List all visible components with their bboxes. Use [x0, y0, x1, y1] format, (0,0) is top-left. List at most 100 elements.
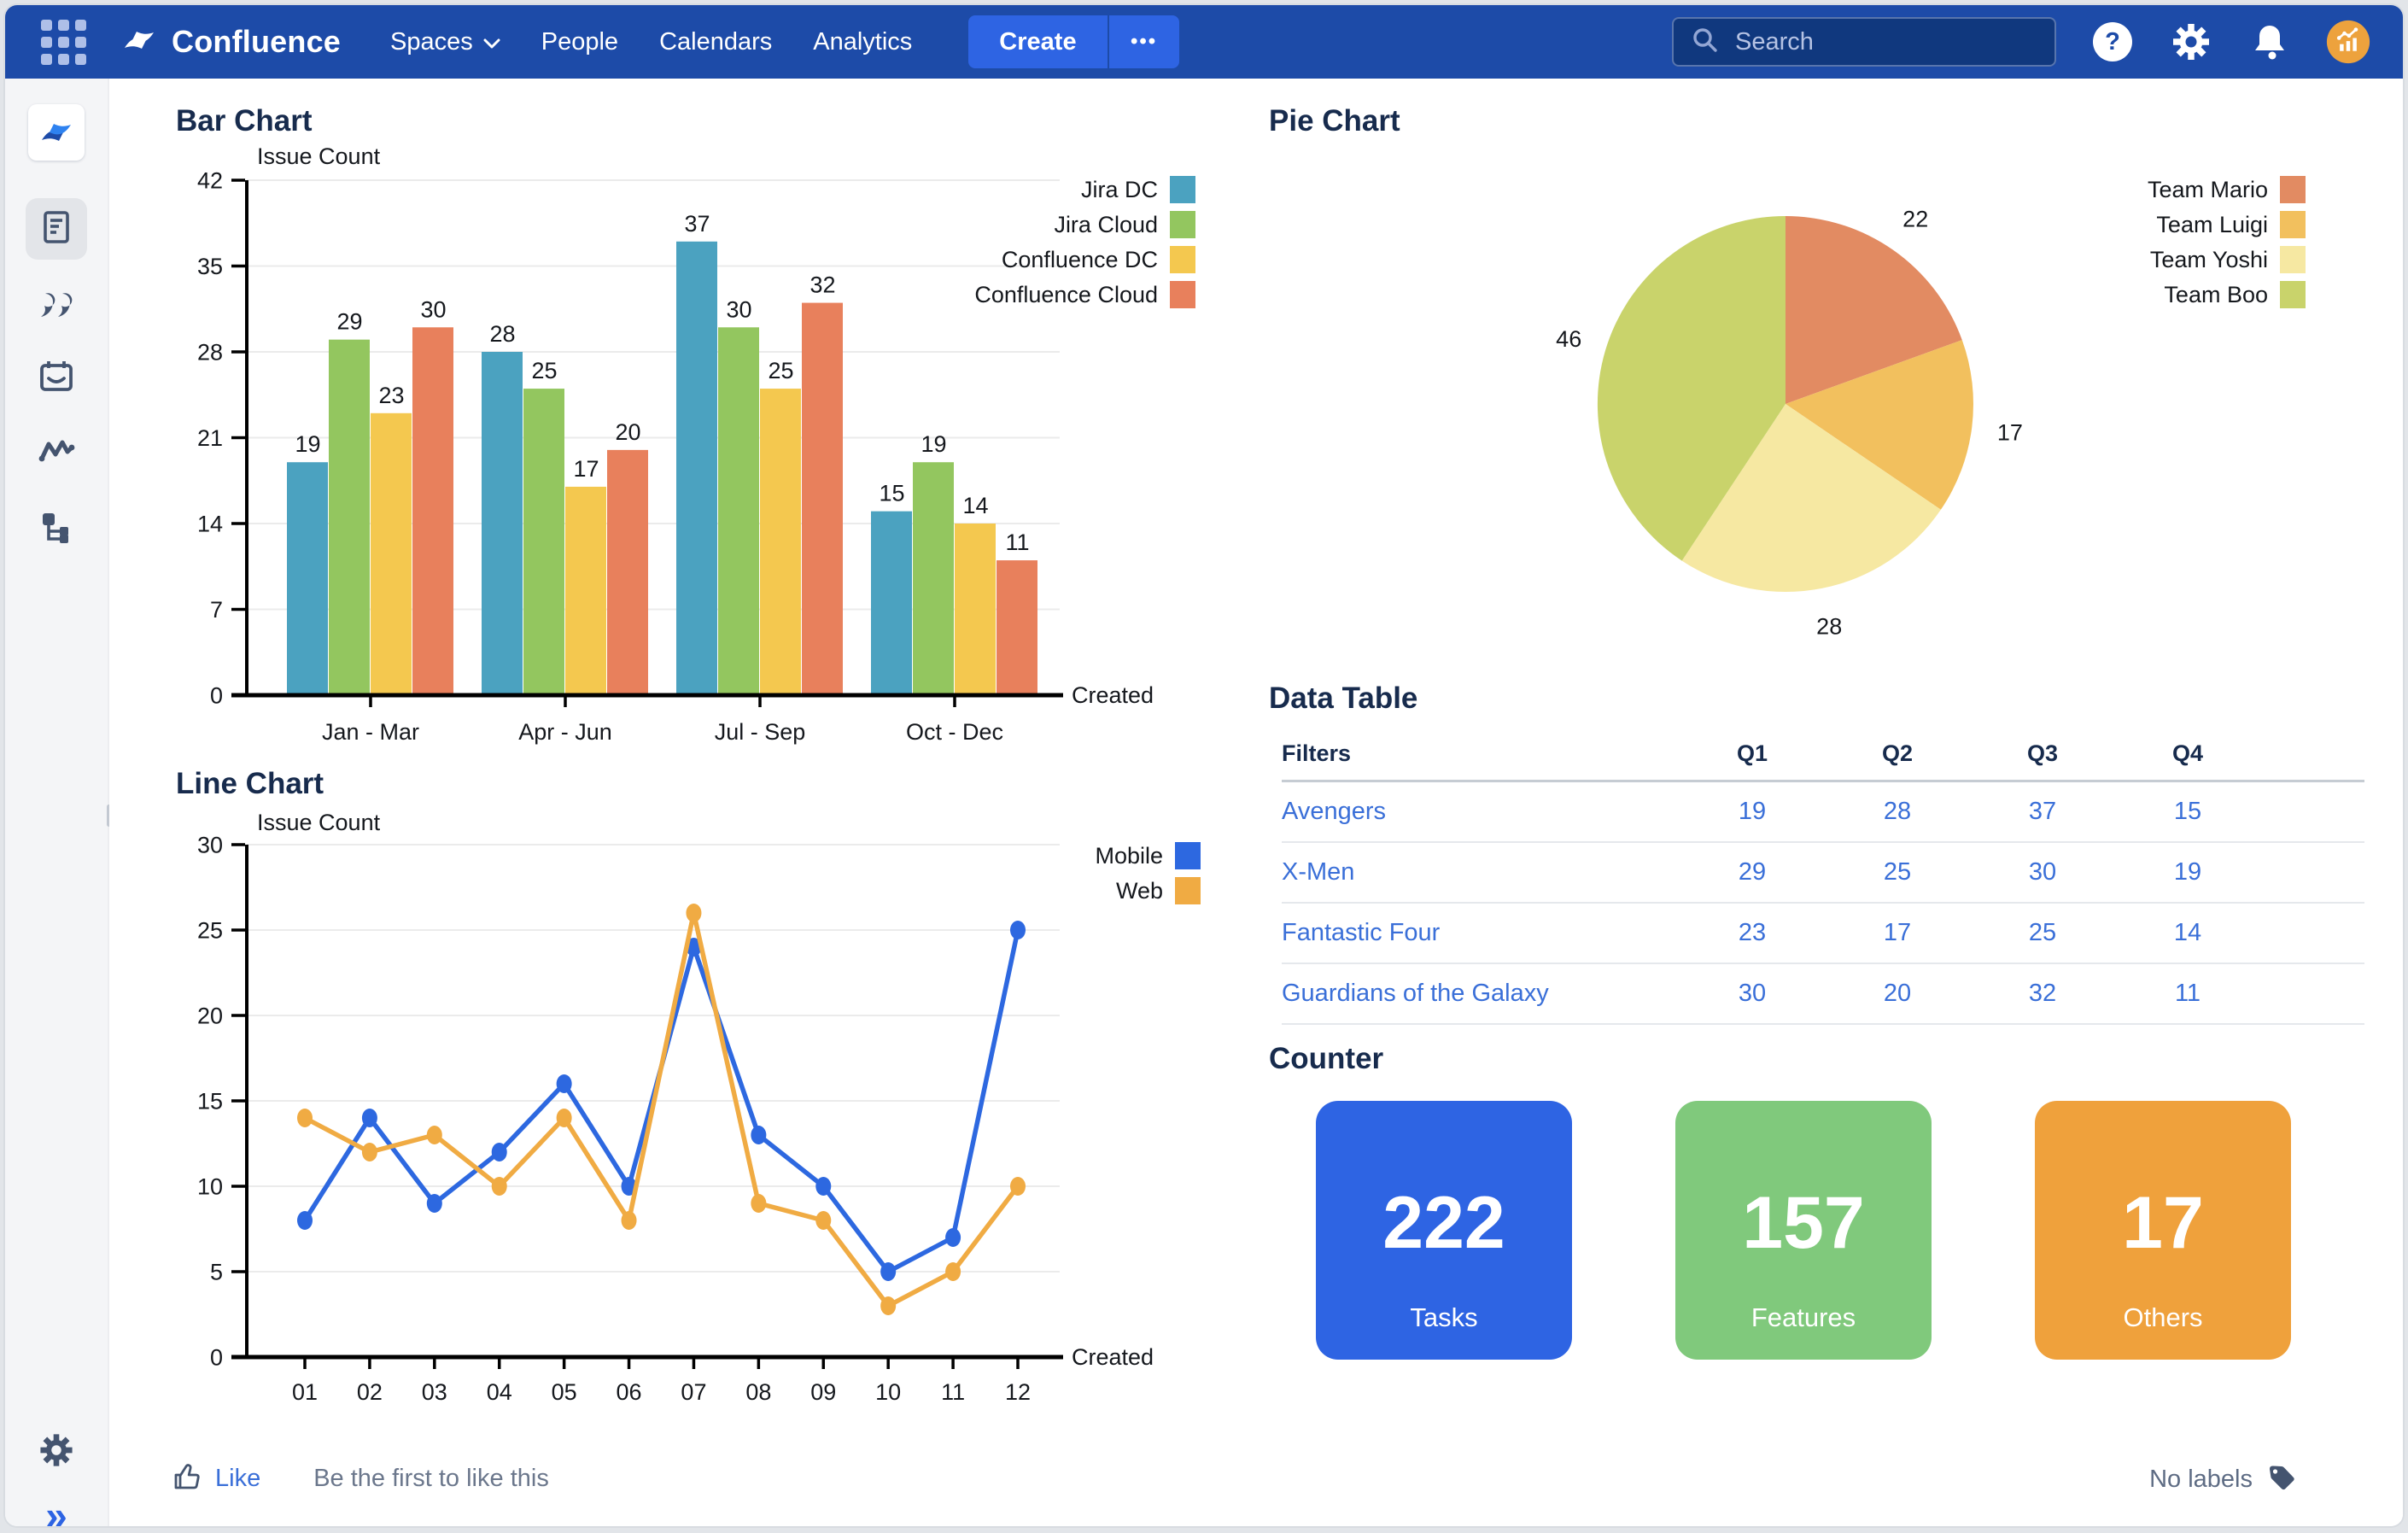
page-icon	[38, 209, 74, 249]
nav-item-calendars[interactable]: Calendars	[659, 28, 772, 56]
like-hint-text: Be the first to like this	[313, 1465, 549, 1492]
svg-text:10: 10	[875, 1379, 901, 1405]
sidebar-item-blog[interactable]	[26, 274, 87, 336]
thumbs-up-icon[interactable]	[172, 1462, 202, 1495]
svg-text:46: 46	[1556, 326, 1581, 352]
confluence-logo[interactable]: Confluence	[120, 21, 341, 63]
legend-swatch	[1175, 842, 1201, 869]
counter-card-tasks: 222 Tasks	[1316, 1101, 1572, 1360]
legend-label: Team Mario	[2147, 176, 2268, 202]
nav-item-spaces[interactable]: Spaces	[390, 28, 500, 56]
table-value-link[interactable]: 25	[1883, 858, 1912, 886]
svg-text:14: 14	[962, 493, 988, 518]
svg-text:37: 37	[684, 211, 710, 237]
label-tag-icon[interactable]	[2266, 1462, 2297, 1497]
table-column-header: Filters	[1282, 740, 1352, 766]
table-row: Fantastic Four 23 17 25 14	[1282, 903, 2364, 963]
labels-row: No labels	[2149, 1462, 2297, 1497]
user-avatar[interactable]	[2326, 20, 2370, 64]
svg-text:10: 10	[197, 1173, 223, 1199]
table-value-link[interactable]: 11	[2174, 980, 2201, 1007]
table-value-link[interactable]: 15	[2173, 798, 2202, 825]
svg-text:08: 08	[745, 1379, 771, 1405]
svg-text:07: 07	[681, 1379, 706, 1405]
legend-item: Team Boo	[2148, 281, 2306, 308]
sidebar-collapse-button[interactable]: »	[26, 1489, 87, 1526]
svg-text:19: 19	[921, 431, 946, 457]
sidebar-item-hierarchy[interactable]	[26, 499, 87, 560]
table-value-link[interactable]: 25	[2028, 919, 2057, 946]
settings-gear-icon[interactable]	[2169, 20, 2213, 64]
tree-icon	[38, 509, 75, 551]
sidebar-item-calendar[interactable]	[26, 348, 87, 409]
svg-text:17: 17	[573, 456, 599, 482]
space-settings-gear[interactable]	[26, 1425, 87, 1476]
bar-chart-legend: Jira DC Jira Cloud Confluence DC Confluence…	[974, 176, 1195, 308]
filter-link[interactable]: Guardians of the Galaxy	[1282, 980, 1549, 1007]
table-value-link[interactable]: 29	[1738, 858, 1767, 886]
nav-item-analytics[interactable]: Analytics	[813, 28, 912, 56]
table-value-link[interactable]: 32	[2028, 980, 2057, 1007]
filter-link[interactable]: X-Men	[1282, 858, 1355, 886]
nav-item-people[interactable]: People	[541, 28, 618, 56]
table-row: Avengers 19 28 37 15	[1282, 781, 2364, 842]
legend-swatch	[2280, 211, 2306, 238]
table-value-link[interactable]: 14	[2173, 919, 2202, 946]
table-value-link[interactable]: 19	[2173, 858, 2202, 886]
svg-text:25: 25	[197, 917, 223, 943]
table-value-link[interactable]: 30	[1738, 980, 1767, 1007]
counter-value: 157	[1742, 1182, 1865, 1264]
svg-text:02: 02	[357, 1379, 383, 1405]
svg-text:35: 35	[197, 254, 223, 279]
svg-text:23: 23	[378, 383, 404, 408]
svg-text:25: 25	[531, 358, 557, 383]
table-value-link[interactable]: 28	[1883, 798, 1912, 825]
nav-menu: Spaces People Calendars Analytics	[390, 28, 912, 56]
legend-item: Confluence Cloud	[974, 281, 1195, 308]
table-value-link[interactable]: 20	[1883, 980, 1912, 1007]
line-chart-title: Line Chart	[176, 767, 324, 800]
legend-item: Web	[1095, 877, 1201, 904]
create-more-button[interactable]: •••	[1107, 15, 1179, 68]
counter-label: Tasks	[1410, 1302, 1478, 1332]
help-icon[interactable]: ?	[2090, 20, 2135, 64]
table-row: Guardians of the Galaxy 30 20 32 11	[1282, 963, 2364, 1024]
like-link[interactable]: Like	[215, 1465, 261, 1492]
table-value-link[interactable]: 17	[1883, 919, 1912, 946]
brand-text: Confluence	[172, 24, 342, 59]
svg-text:28: 28	[1816, 613, 1842, 639]
legend-swatch	[2280, 281, 2306, 308]
create-button[interactable]: Create	[968, 15, 1108, 68]
svg-text:12: 12	[1005, 1379, 1031, 1405]
table-value-link[interactable]: 19	[1738, 798, 1767, 825]
svg-text:05: 05	[552, 1379, 577, 1405]
pie-chart: 22 17 28 46	[1508, 193, 2106, 676]
legend-label: Web	[1115, 877, 1163, 904]
svg-text:01: 01	[292, 1379, 318, 1405]
sidebar-item-pages[interactable]	[26, 198, 87, 260]
counter-label: Features	[1750, 1302, 1856, 1332]
svg-text:25: 25	[768, 358, 793, 383]
filter-link[interactable]: Avengers	[1282, 798, 1386, 825]
table-header-row: Filters Q1 Q2 Q3 Q4	[1282, 727, 2364, 781]
no-labels-text: No labels	[2149, 1466, 2253, 1493]
search-box[interactable]	[1672, 17, 2056, 67]
legend-label: Jira Cloud	[1054, 211, 1158, 237]
sidebar-item-activity[interactable]	[26, 424, 87, 485]
svg-text:?: ?	[2105, 28, 2120, 56]
table-value-link[interactable]: 23	[1738, 919, 1767, 946]
svg-text:06: 06	[617, 1379, 642, 1405]
svg-text:5: 5	[210, 1259, 223, 1284]
svg-text:Jul - Sep: Jul - Sep	[715, 719, 806, 745]
table-value-link[interactable]: 37	[2028, 798, 2057, 825]
table-value-link[interactable]: 30	[2028, 858, 2057, 886]
notifications-bell-icon[interactable]	[2247, 20, 2292, 64]
app-switcher-icon[interactable]	[41, 19, 86, 65]
space-logo[interactable]	[28, 104, 85, 161]
filter-link[interactable]: Fantastic Four	[1282, 919, 1441, 946]
svg-text:15: 15	[197, 1088, 223, 1114]
table-column-header: Q4	[2171, 740, 2204, 766]
svg-text:28: 28	[197, 339, 223, 365]
search-input[interactable]	[1733, 26, 2019, 57]
bar-chart-title: Bar Chart	[176, 104, 313, 138]
